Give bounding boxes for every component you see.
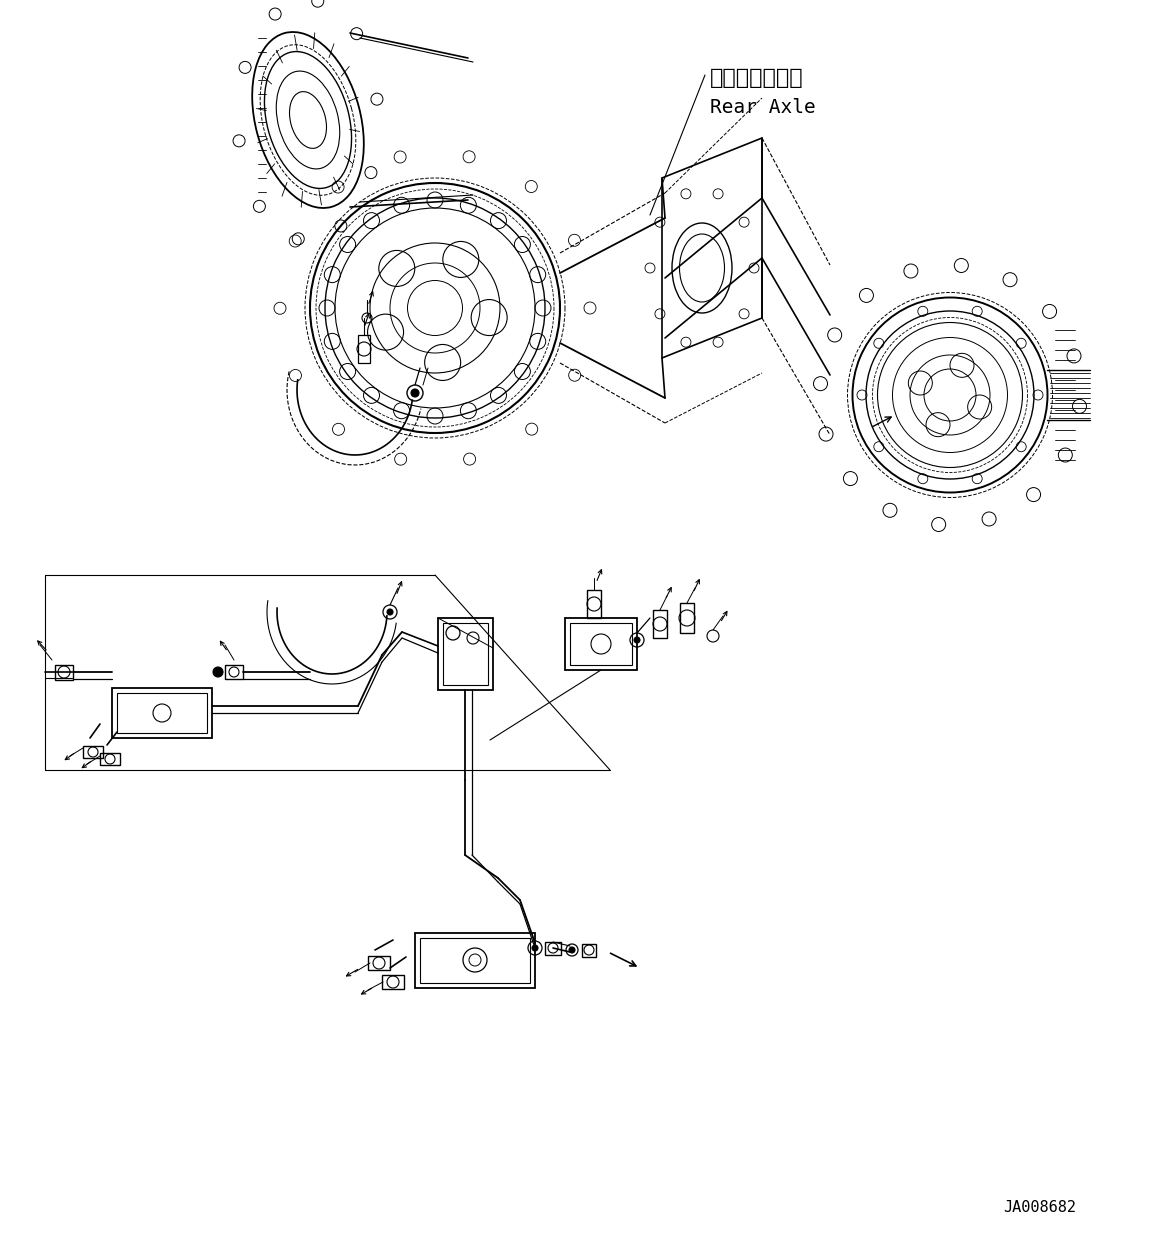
- Text: Rear Axle: Rear Axle: [709, 98, 815, 117]
- Bar: [652, 610, 668, 638]
- Circle shape: [213, 667, 223, 677]
- Bar: [420, 937, 530, 983]
- Bar: [545, 942, 561, 955]
- Bar: [117, 693, 207, 733]
- Bar: [680, 604, 694, 633]
- Bar: [55, 665, 73, 680]
- Bar: [415, 932, 535, 988]
- Bar: [358, 335, 370, 363]
- Text: JA008682: JA008682: [1004, 1200, 1077, 1215]
- Bar: [381, 975, 404, 989]
- Bar: [83, 746, 104, 759]
- Bar: [112, 688, 212, 738]
- Bar: [100, 753, 120, 765]
- Bar: [570, 622, 632, 665]
- Text: リヤーアクスル: リヤーアクスル: [709, 68, 804, 88]
- Bar: [368, 956, 390, 970]
- Circle shape: [387, 609, 393, 615]
- Bar: [587, 590, 601, 617]
- Bar: [443, 622, 488, 685]
- Circle shape: [411, 389, 419, 397]
- Bar: [438, 617, 493, 690]
- Circle shape: [569, 948, 575, 953]
- Bar: [224, 665, 243, 679]
- Circle shape: [634, 638, 640, 643]
- Bar: [565, 617, 637, 670]
- Circle shape: [531, 945, 538, 951]
- Bar: [582, 944, 595, 958]
